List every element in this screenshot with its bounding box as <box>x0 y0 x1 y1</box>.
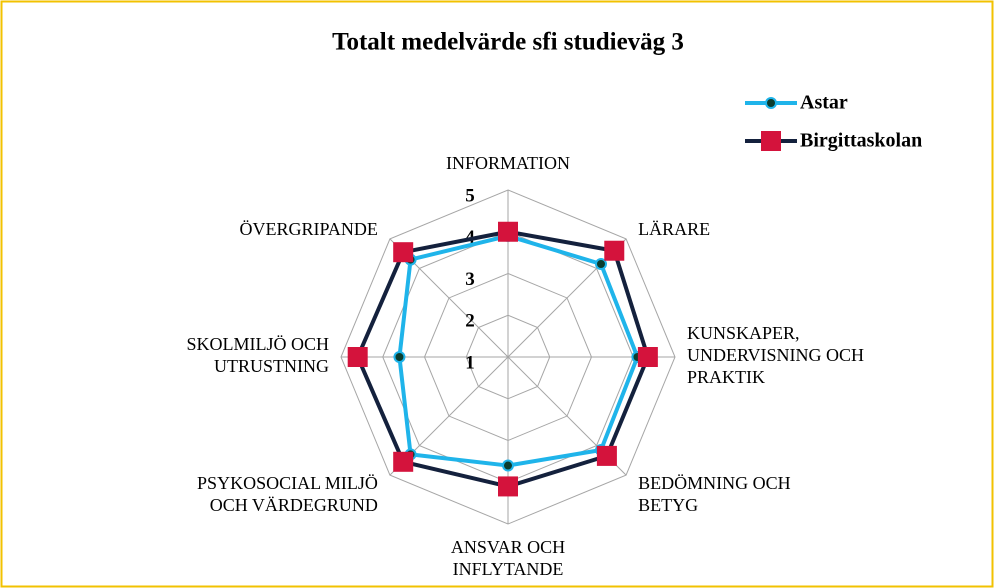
category-label: BEDÖMNING OCH BETYG <box>638 473 791 515</box>
category-label: SKOLMILJÖ OCH UTRUSTNING <box>186 334 329 376</box>
tick-label: 2 <box>465 311 475 332</box>
marker <box>393 242 414 263</box>
marker <box>594 258 607 271</box>
category-label: ANSVAR OCH INFLYTANDE <box>451 537 565 579</box>
tick-label: 1 <box>465 352 475 373</box>
marker <box>393 451 414 472</box>
category-label: KUNSKAPER, UNDERVISNING OCH PRAKTIK <box>687 323 864 387</box>
tick-label: 5 <box>465 185 475 206</box>
tick-label: 3 <box>465 269 475 290</box>
category-label: INFORMATION <box>446 153 570 173</box>
marker <box>604 240 625 261</box>
marker <box>393 351 406 363</box>
marker <box>502 459 514 472</box>
legend-marker <box>761 131 781 151</box>
marker <box>596 445 617 466</box>
legend-marker <box>765 97 777 109</box>
chart-title: Totalt medelvärde sfi studieväg 3 <box>332 29 684 56</box>
category-label: LÄRARE <box>638 219 710 239</box>
marker <box>498 221 518 242</box>
category-label: PSYKOSOCIAL MILJÖ OCH VÄRDEGRUND <box>197 473 378 515</box>
legend-label: Birgittaskolan <box>800 130 922 152</box>
legend-label: Astar <box>800 92 848 114</box>
marker <box>498 476 518 497</box>
marker <box>637 347 658 367</box>
marker <box>347 347 368 367</box>
category-label: ÖVERGRIPANDE <box>240 219 378 239</box>
